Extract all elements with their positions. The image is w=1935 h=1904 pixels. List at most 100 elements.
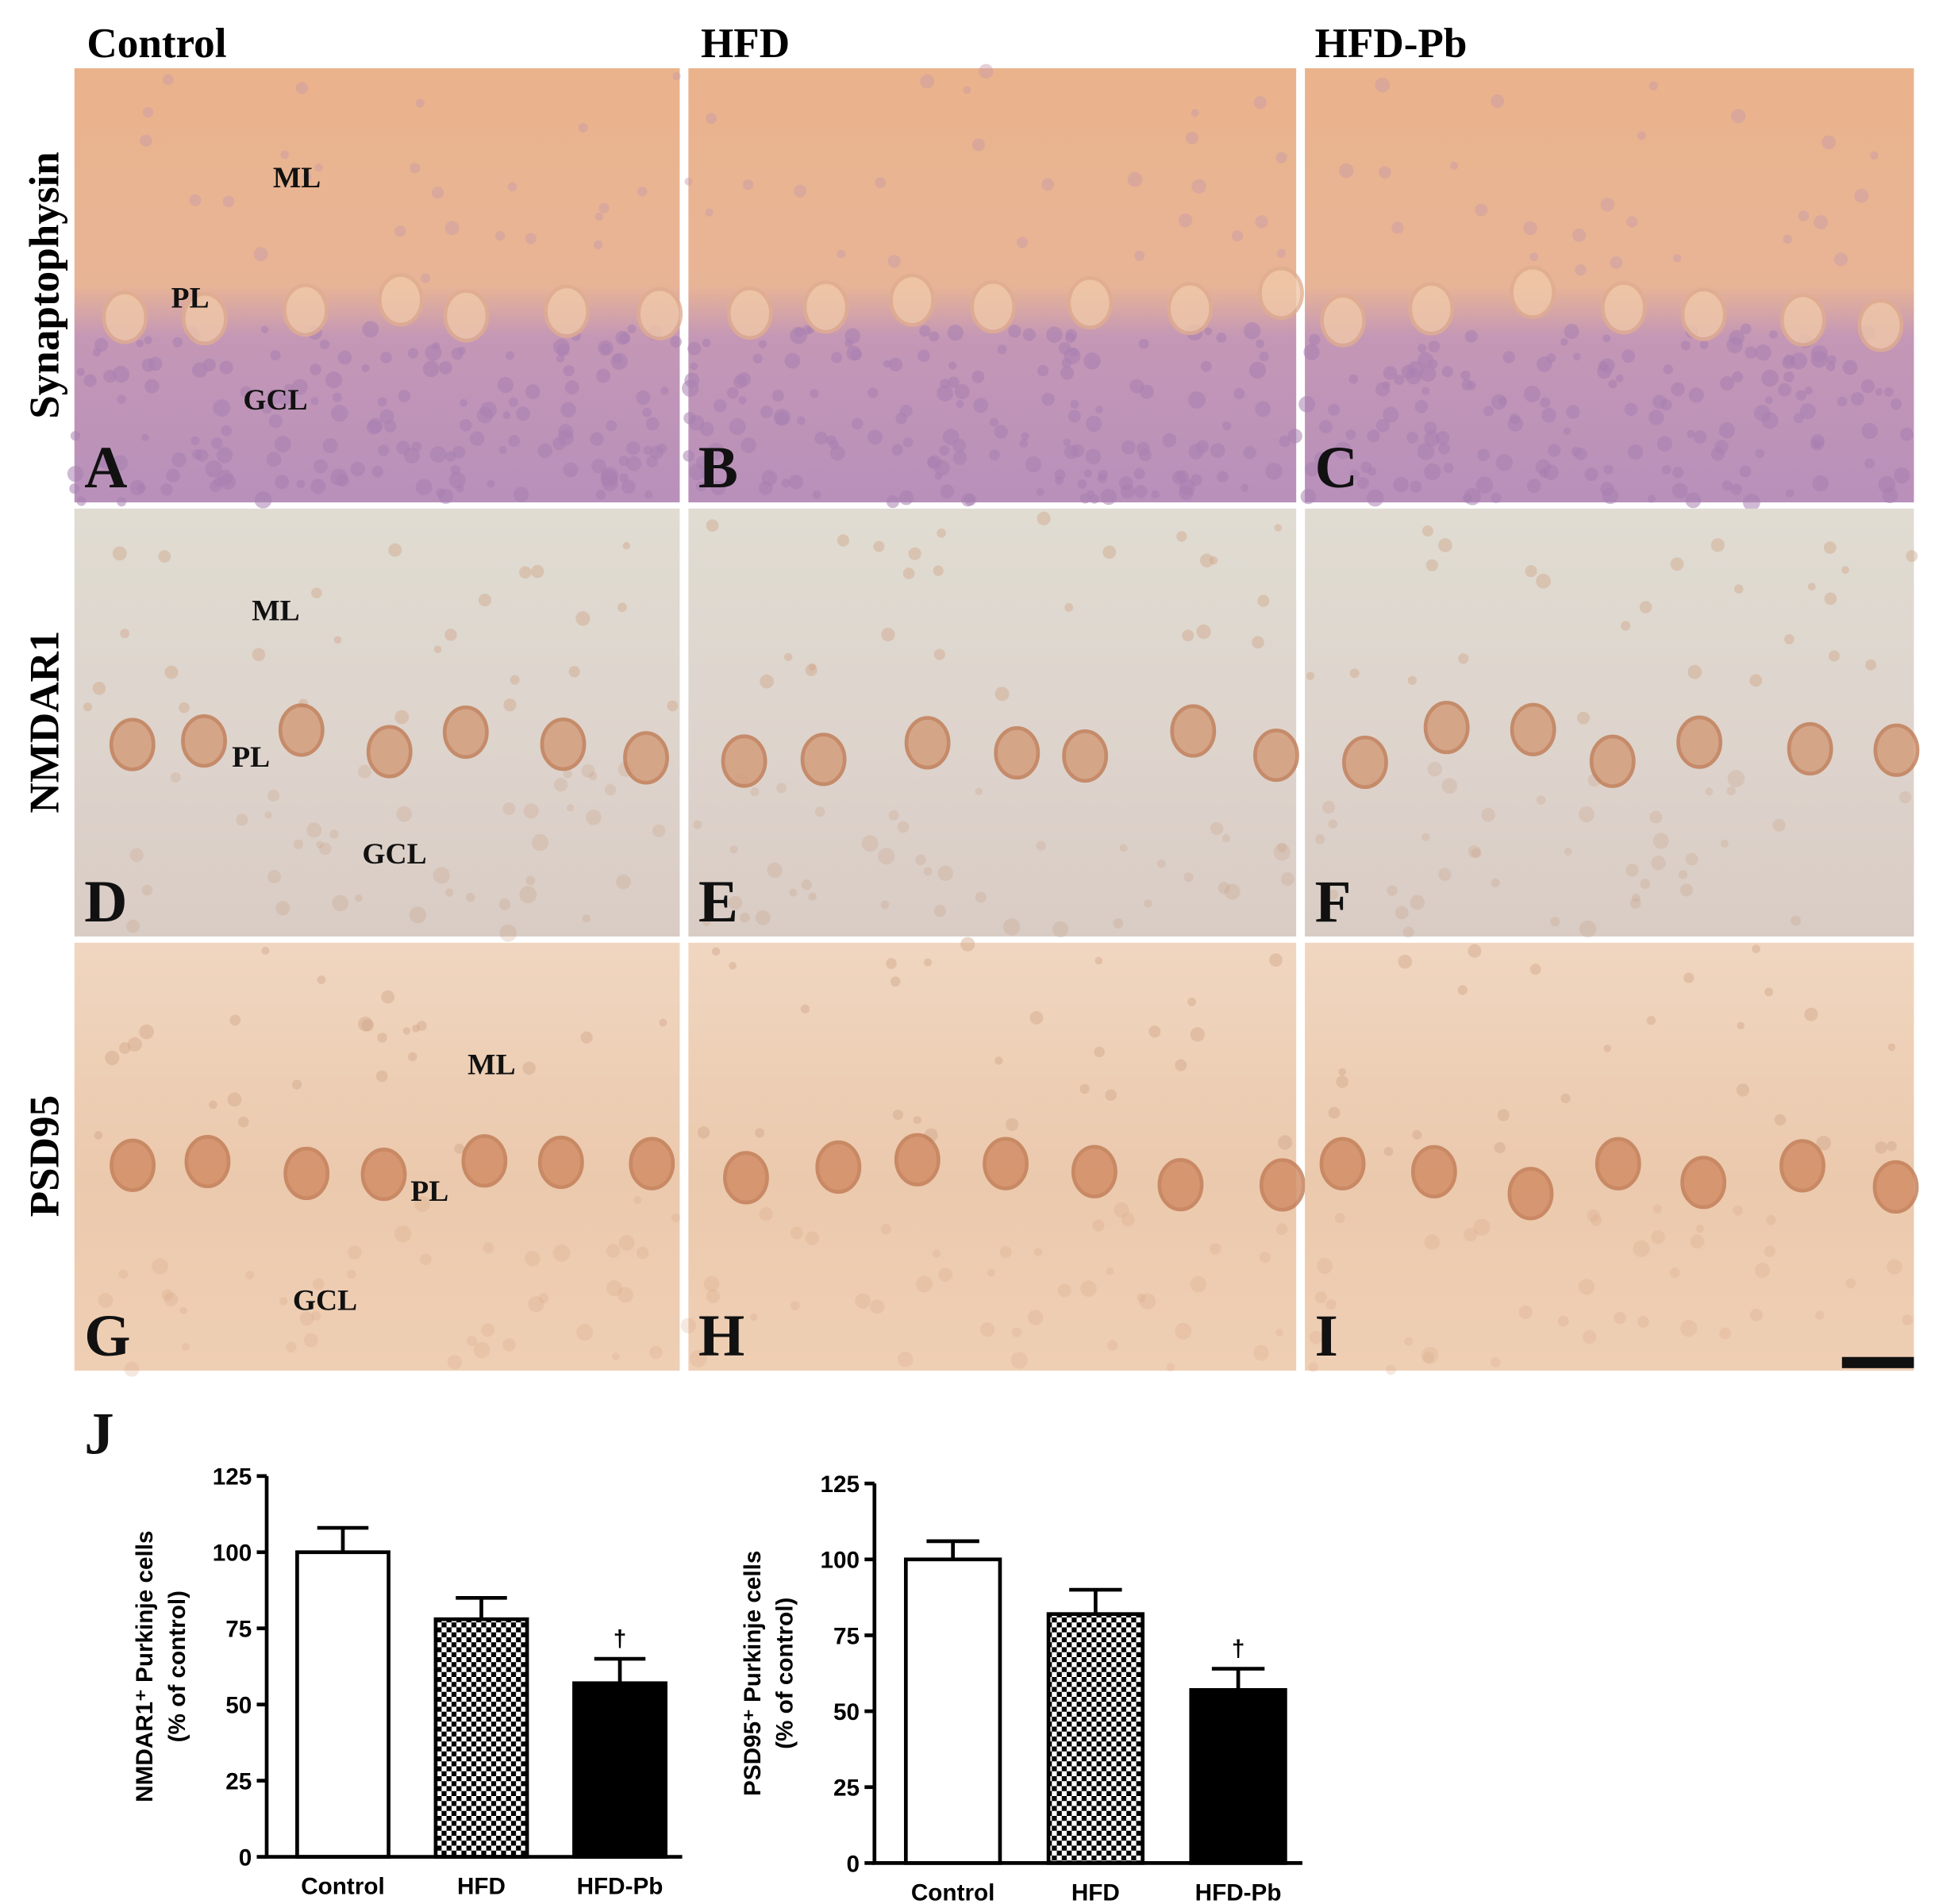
x-tick-label: HFD-Pb <box>1195 1879 1282 1904</box>
x-tick-label: Control <box>301 1873 385 1899</box>
cell <box>1083 352 1101 370</box>
cell <box>1842 360 1858 375</box>
cell <box>1339 163 1354 179</box>
cell <box>738 396 747 405</box>
cell <box>1833 252 1848 267</box>
cell <box>254 490 272 509</box>
cell <box>118 1269 129 1279</box>
cell <box>1106 1267 1114 1275</box>
cell <box>510 675 520 685</box>
cell <box>1475 476 1494 494</box>
cell <box>1814 215 1829 230</box>
purkinje-cell <box>182 291 228 346</box>
cell <box>1577 711 1591 725</box>
cell <box>563 769 572 779</box>
cell <box>1804 1007 1818 1021</box>
cell <box>895 412 907 425</box>
cell <box>1495 454 1513 471</box>
column-header: HFD <box>701 21 790 67</box>
y-tick-label: 25 <box>833 1775 860 1802</box>
cell <box>1253 1344 1269 1361</box>
cell <box>1383 406 1399 423</box>
cell <box>1041 393 1055 406</box>
cell <box>933 1249 941 1258</box>
cell <box>1828 650 1840 662</box>
cell <box>979 63 994 79</box>
cell <box>1319 420 1333 434</box>
cell <box>794 184 807 198</box>
cell <box>1560 1093 1571 1104</box>
cell <box>414 1195 431 1213</box>
cell <box>1529 252 1539 262</box>
cell <box>887 255 901 268</box>
cell <box>1718 422 1736 439</box>
scale-bar <box>1841 1356 1914 1368</box>
cell <box>83 702 93 712</box>
cell <box>1730 483 1742 495</box>
cell <box>760 406 773 418</box>
y-tick-label: 125 <box>820 1471 860 1498</box>
cell <box>302 171 312 182</box>
cell <box>139 1024 154 1040</box>
cell <box>1175 1059 1187 1071</box>
cell <box>1648 81 1658 90</box>
cell <box>1742 494 1760 511</box>
cell <box>1387 885 1398 896</box>
purkinje-cell <box>889 273 936 327</box>
cell <box>417 1021 427 1031</box>
cell <box>1428 340 1441 353</box>
cell <box>1772 818 1786 832</box>
y-axis-label: (% of control) <box>772 1598 798 1749</box>
cell <box>1221 834 1231 843</box>
cell <box>1304 462 1320 477</box>
cell <box>487 479 495 488</box>
cell <box>1033 1248 1043 1256</box>
cell <box>525 875 536 886</box>
cell <box>1457 985 1468 995</box>
cell <box>190 436 200 445</box>
cell <box>498 898 511 910</box>
bar <box>903 1557 1002 1865</box>
cell <box>851 417 864 430</box>
row-label: PSD95 <box>21 1095 67 1217</box>
cell <box>1878 475 1896 494</box>
cell <box>1275 152 1287 163</box>
cell <box>1188 391 1206 409</box>
cell <box>825 435 837 446</box>
cell <box>1729 329 1745 345</box>
cell <box>1841 566 1849 574</box>
cell <box>92 681 106 695</box>
cell <box>333 636 342 644</box>
cell <box>919 325 931 337</box>
x-tick-label: HFD-Pb <box>577 1873 664 1899</box>
cell <box>444 221 460 236</box>
cell <box>1243 322 1261 340</box>
cell <box>1085 448 1102 465</box>
purkinje-cell <box>994 726 1041 780</box>
purkinje-cell <box>1408 282 1455 336</box>
cell <box>563 365 575 377</box>
cell <box>790 1226 803 1240</box>
micrograph <box>74 508 680 937</box>
cell <box>578 122 588 133</box>
cell <box>755 910 771 925</box>
purkinje-cell <box>1510 265 1556 320</box>
cell <box>1481 807 1496 822</box>
cell <box>1417 443 1435 460</box>
cell <box>1600 198 1614 212</box>
cell <box>867 429 883 445</box>
bar <box>433 1617 529 1859</box>
cell <box>897 1352 914 1367</box>
cell <box>1275 1329 1283 1337</box>
cell <box>952 451 968 465</box>
cell <box>626 456 641 471</box>
cell <box>684 177 693 186</box>
cell <box>1191 179 1206 194</box>
cell <box>613 354 623 364</box>
layer-label: GCL <box>362 838 426 871</box>
cell <box>1578 806 1595 823</box>
cell <box>1412 1129 1422 1140</box>
cell <box>450 464 461 475</box>
cell <box>690 362 698 371</box>
